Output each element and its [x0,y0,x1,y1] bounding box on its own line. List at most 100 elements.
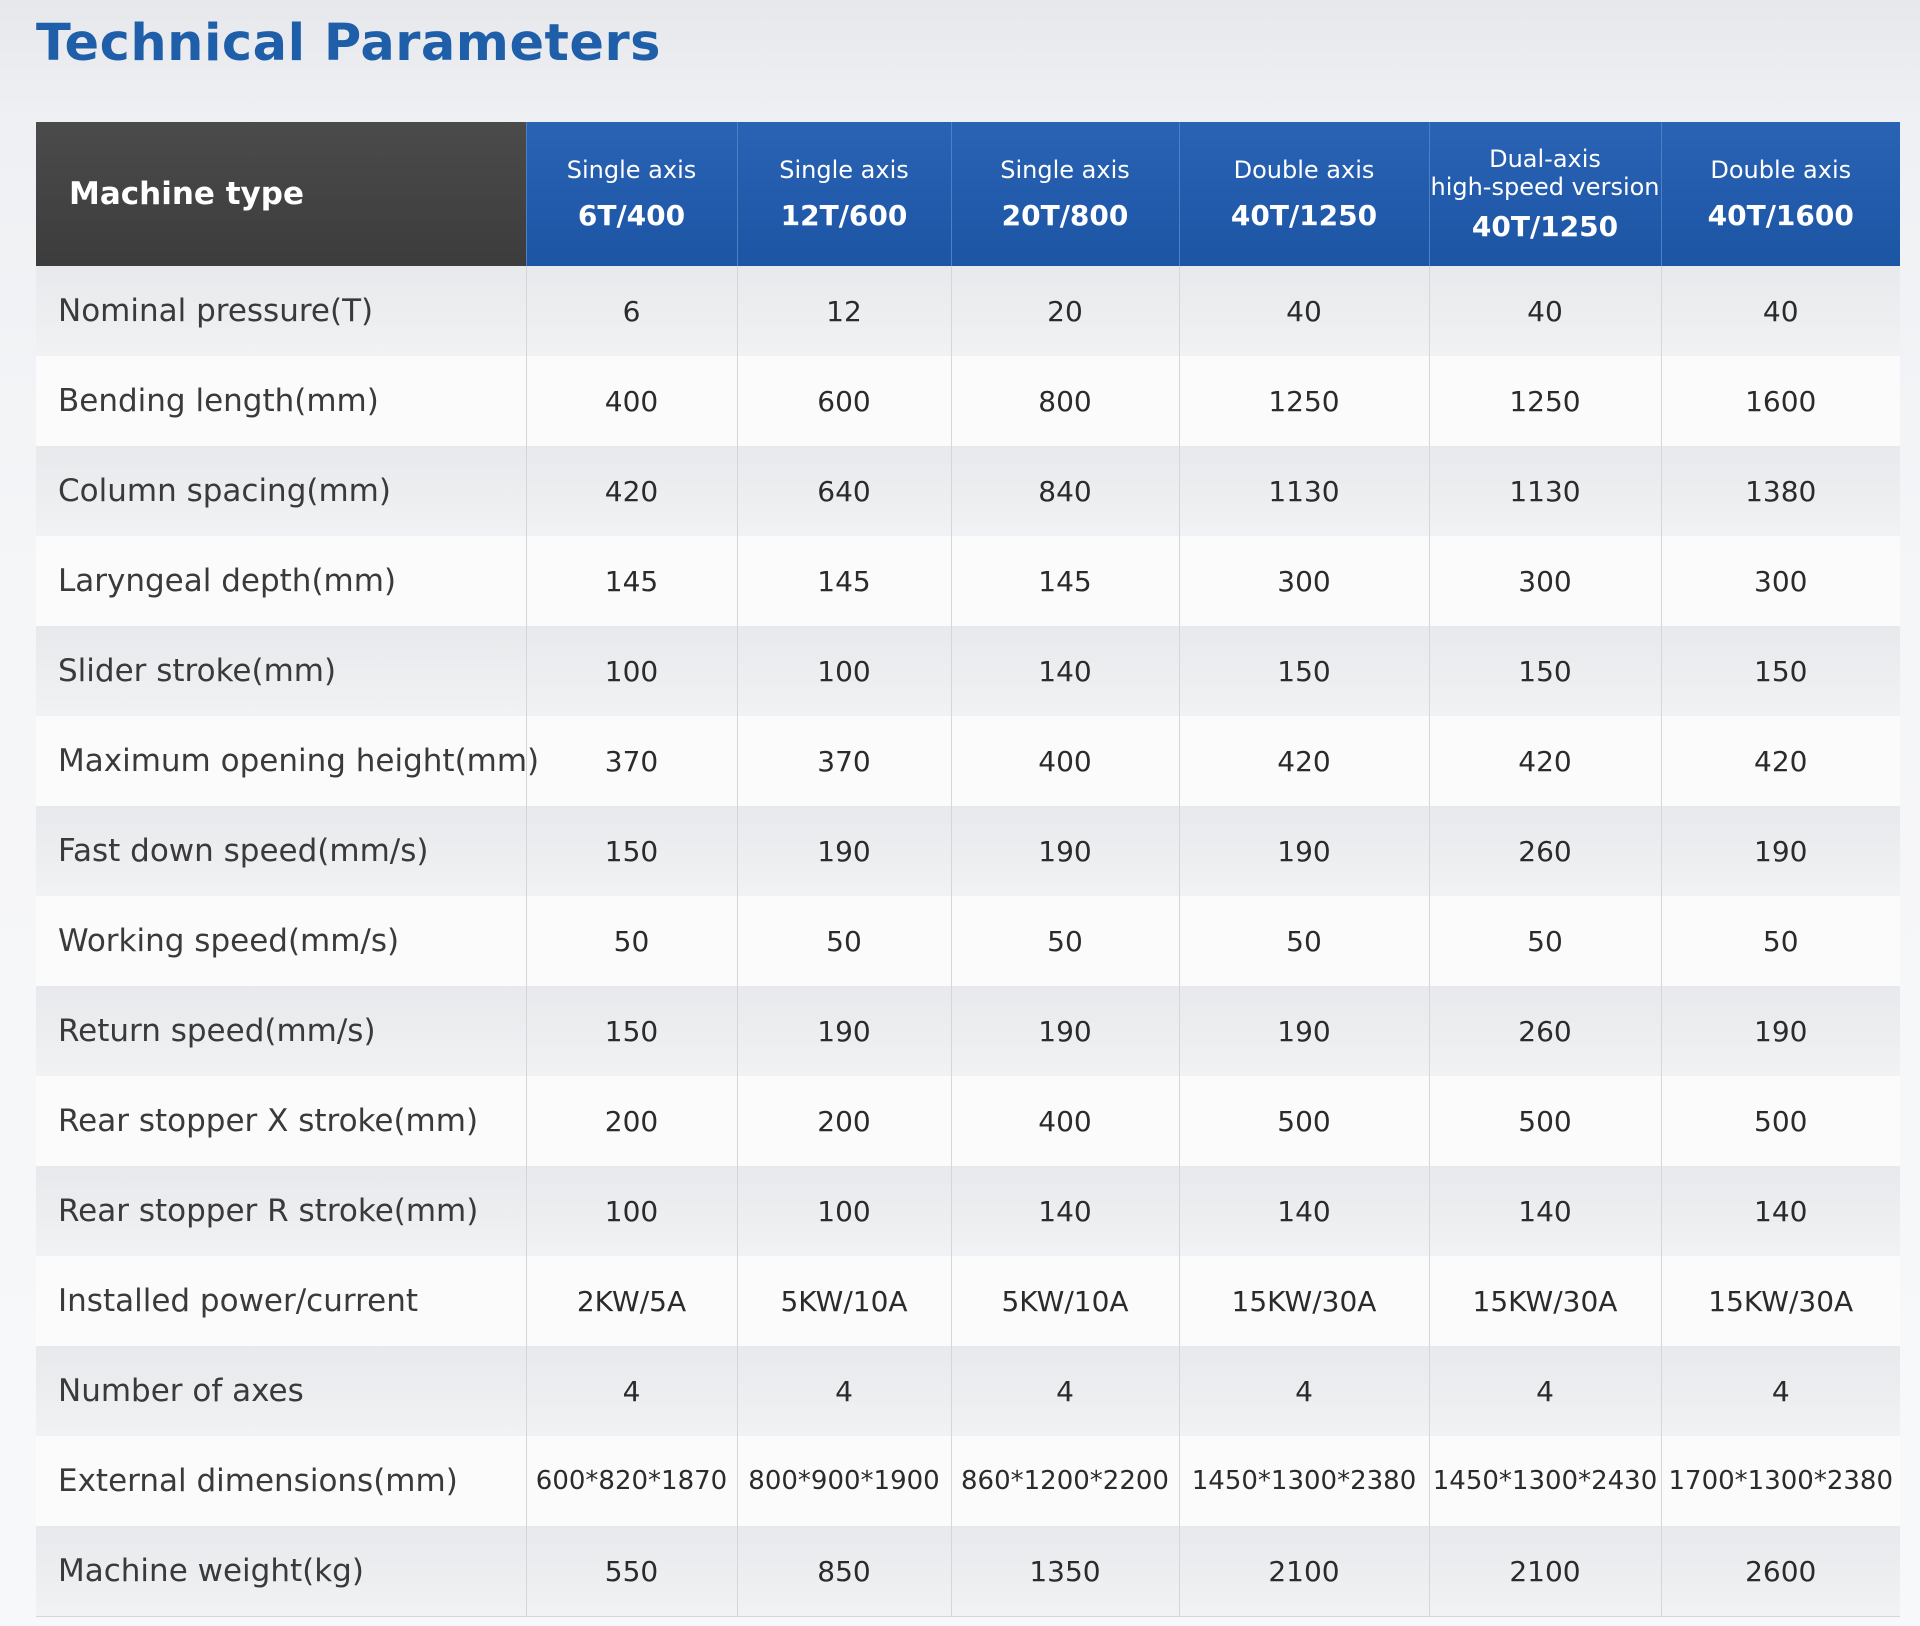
table-body: Nominal pressure(T) 6 12 20 40 40 40 Bending le… [36,266,1900,1617]
table-cell: 550 [525,1526,737,1617]
table-cell: 140 [950,1166,1179,1256]
table-cell: 1350 [950,1526,1179,1617]
table-cell: 190 [950,806,1179,896]
table-row: Maximum opening height(mm) 370 370 400 420 42… [36,716,1900,806]
table-cell: 40 [1660,266,1900,356]
table-cell: 15KW/30A [1428,1256,1661,1346]
table-cell: 2100 [1178,1526,1429,1617]
table-cell: 200 [736,1076,951,1166]
table-cell: 1130 [1428,446,1661,536]
table-cell: 140 [1178,1166,1429,1256]
table-cell: 4 [1178,1346,1429,1436]
table-row: Slider stroke(mm) 100 100 140 150 150 150 [36,626,1900,716]
table-cell: 140 [950,626,1179,716]
table-cell: 1250 [1428,356,1661,446]
table-cell: 1700*1300*2380 [1660,1436,1900,1526]
table-cell: 370 [525,716,737,806]
table-header: Machine type Single axis 6T/400 Single a… [36,122,1900,266]
table-row: Fast down speed(mm/s) 150 190 190 190 260 190 [36,806,1900,896]
model-header: Single axis 6T/400 [525,122,737,266]
model-header: Single axis 12T/600 [736,122,951,266]
table-cell: 100 [736,1166,951,1256]
table-cell: 145 [525,536,737,626]
table-cell: 4 [736,1346,951,1436]
table-cell: 150 [1428,626,1661,716]
table-row: Number of axes 4 4 4 4 4 4 [36,1346,1900,1436]
table-cell: 50 [1660,896,1900,986]
row-label: Machine weight(kg) [36,1526,526,1617]
table-cell: 420 [1660,716,1900,806]
row-label: Fast down speed(mm/s) [36,806,526,896]
table-cell: 50 [1178,896,1429,986]
table-row: Installed power/current 2KW/5A 5KW/10A 5KW/… [36,1256,1900,1346]
table-cell: 190 [1660,806,1900,896]
table-cell: 145 [950,536,1179,626]
table-cell: 190 [736,986,951,1076]
table-cell: 140 [1428,1166,1661,1256]
table-cell: 15KW/30A [1660,1256,1900,1346]
table-cell: 300 [1660,536,1900,626]
table-row: External dimensions(mm) 600*820*1870 800*9… [36,1436,1900,1526]
table-cell: 190 [1660,986,1900,1076]
table-cell: 150 [525,806,737,896]
table-cell: 1600 [1660,356,1900,446]
table-cell: 800 [950,356,1179,446]
model-name: 40T/1250 [1471,210,1619,243]
table-cell: 640 [736,446,951,536]
table-cell: 370 [736,716,951,806]
table-cell: 1250 [1178,356,1429,446]
table-cell: 260 [1428,806,1661,896]
table-cell: 20 [950,266,1179,356]
row-label: Laryngeal depth(mm) [36,536,526,626]
row-label: Rear stopper R stroke(mm) [36,1166,526,1256]
row-label: Installed power/current [36,1256,526,1346]
page-title: Technical Parameters [36,14,662,73]
table-cell: 1450*1300*2430 [1428,1436,1661,1526]
table-cell: 100 [525,626,737,716]
table-row: Rear stopper R stroke(mm) 100 100 140 140 140… [36,1166,1900,1256]
table-cell: 50 [525,896,737,986]
table-cell: 420 [525,446,737,536]
table-cell: 40 [1178,266,1429,356]
table-row: Machine weight(kg) 550 850 1350 2100 2100 2600 [36,1526,1900,1617]
table-cell: 145 [736,536,951,626]
table-row: Bending length(mm) 400 600 800 1250 1250 1600 [36,356,1900,446]
model-name: 6T/400 [577,199,686,232]
model-header: Double axis 40T/1250 [1178,122,1429,266]
table-cell: 1130 [1178,446,1429,536]
table-cell: 4 [1428,1346,1661,1436]
table-cell: 860*1200*2200 [950,1436,1179,1526]
table-cell: 2KW/5A [525,1256,737,1346]
table-cell: 260 [1428,986,1661,1076]
row-label: Bending length(mm) [36,356,526,446]
table-cell: 850 [736,1526,951,1617]
table-cell: 2600 [1660,1526,1900,1617]
row-label: Rear stopper X stroke(mm) [36,1076,526,1166]
table-cell: 400 [525,356,737,446]
table-row: Laryngeal depth(mm) 145 145 145 300 300 300 [36,536,1900,626]
row-label: External dimensions(mm) [36,1436,526,1526]
model-name: 12T/600 [780,199,908,232]
table-cell: 190 [950,986,1179,1076]
table-cell: 400 [950,1076,1179,1166]
machine-type-header: Machine type [36,122,526,266]
table-cell: 420 [1428,716,1661,806]
table-cell: 1450*1300*2380 [1178,1436,1429,1526]
row-label: Slider stroke(mm) [36,626,526,716]
table-cell: 600*820*1870 [525,1436,737,1526]
model-type: Double axis [1233,156,1375,184]
table-cell: 15KW/30A [1178,1256,1429,1346]
table-cell: 12 [736,266,951,356]
table-cell: 500 [1428,1076,1661,1166]
table-cell: 150 [525,986,737,1076]
row-label: Maximum opening height(mm) [36,716,539,806]
model-name: 20T/800 [1001,199,1129,232]
table-cell: 50 [950,896,1179,986]
table-row: Rear stopper X stroke(mm) 200 200 400 500 500… [36,1076,1900,1166]
header-row: Machine type Single axis 6T/400 Single a… [36,122,1900,266]
table-cell: 300 [1178,536,1429,626]
table-cell: 600 [736,356,951,446]
model-header: Single axis 20T/800 [950,122,1179,266]
model-type: Single axis [779,156,909,184]
table-cell: 4 [1660,1346,1900,1436]
